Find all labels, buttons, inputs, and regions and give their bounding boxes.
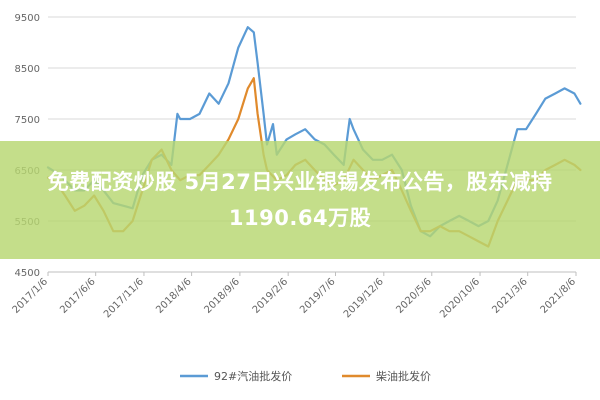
- legend-label-1: 柴油批发价: [376, 369, 431, 383]
- banner-headline: 免费配资炒股 5月27日兴业银锡发布公告，股东减持: [47, 170, 553, 194]
- x-tick-label: 2021/8/6: [539, 276, 579, 316]
- y-tick-label: 8500: [15, 64, 40, 75]
- banner-subline: 1190.64万股: [228, 206, 372, 230]
- x-tick-label: 2017/11/6: [102, 276, 146, 320]
- x-tick-label: 2019/7/6: [298, 276, 338, 316]
- overlay-banner[interactable]: 免费配资炒股 5月27日兴业银锡发布公告，股东减持 1190.64万股: [0, 141, 600, 259]
- x-tick-label: 2020/10/6: [438, 276, 482, 320]
- x-tick-label: 2019/2/6: [251, 276, 291, 316]
- x-tick-label: 2019/12/6: [342, 276, 386, 320]
- x-tick-label: 2017/1/6: [11, 276, 51, 316]
- x-tick-label: 2018/9/6: [202, 276, 242, 316]
- x-tick-label: 2020/5/6: [394, 276, 434, 316]
- y-tick-label: 9500: [15, 13, 40, 24]
- legend-label-0: 92#汽油批发价: [214, 369, 292, 383]
- x-tick-label: 2021/3/6: [490, 276, 530, 316]
- x-tick-label: 2018/4/6: [154, 276, 194, 316]
- x-tick-label: 2017/6/6: [58, 276, 98, 316]
- y-tick-label: 7500: [15, 115, 40, 126]
- y-tick-label: 4500: [15, 268, 40, 279]
- legend: 92#汽油批发价 柴油批发价: [180, 369, 431, 383]
- x-axis: 2017/1/6 2017/6/6 2017/11/6 2018/4/6 2018/9/…: [11, 271, 579, 320]
